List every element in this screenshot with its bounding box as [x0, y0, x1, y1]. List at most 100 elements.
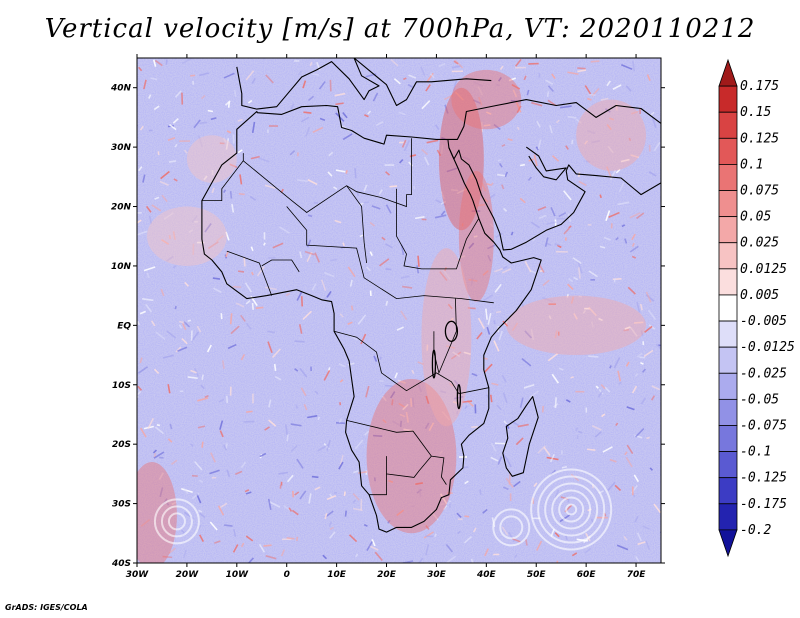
field-speck [453, 60, 459, 65]
field-speck [494, 442, 507, 445]
field-speck [265, 74, 274, 84]
field-speck [551, 373, 560, 384]
field-speck [646, 74, 651, 82]
field-speck [575, 427, 579, 432]
field-speck [426, 139, 439, 144]
field-speck [586, 129, 596, 134]
field-speck [174, 143, 178, 148]
field-speck [502, 392, 508, 404]
field-speck [628, 137, 632, 142]
field-speck [147, 417, 154, 430]
field-speck [160, 288, 165, 297]
field-speck [307, 214, 313, 218]
field-speck [267, 498, 272, 510]
field-speck [300, 387, 307, 397]
field-speck [365, 385, 370, 398]
field-speck [299, 251, 303, 259]
field-speck [356, 191, 360, 197]
country-border [226, 250, 273, 296]
field-speck [585, 160, 591, 163]
field-speck [577, 261, 583, 274]
coastlines [201, 58, 661, 533]
colorbar-label: 0.05 [740, 210, 771, 225]
field-speck [520, 163, 526, 167]
field-speck [313, 202, 319, 204]
field-speck [181, 338, 188, 345]
field-speck [227, 343, 237, 350]
field-speck [451, 189, 459, 192]
field-speck [263, 544, 272, 547]
field-speck [410, 398, 413, 407]
field-speck [326, 494, 337, 501]
field-speck [428, 422, 435, 432]
field-speck [183, 321, 191, 328]
field-speck [595, 385, 599, 389]
field-speck [450, 351, 462, 360]
field-speck [267, 257, 276, 259]
field-speck [416, 265, 420, 274]
field-speck [352, 493, 360, 501]
field-speck [494, 267, 503, 273]
field-speck [554, 489, 560, 499]
field-speck [181, 92, 184, 105]
field-speck [219, 430, 224, 438]
field-speck [642, 341, 645, 346]
field-speck [311, 283, 317, 291]
updraft-region [137, 462, 177, 563]
field-speck [339, 402, 342, 406]
field-speck [440, 144, 444, 154]
field-speck [159, 487, 164, 498]
field-speck [519, 397, 524, 408]
field-speck [183, 549, 187, 559]
field-speck [495, 232, 504, 239]
updraft-region [146, 206, 227, 266]
field-speck [607, 145, 614, 154]
field-speck [304, 250, 315, 256]
field-speck [425, 535, 434, 538]
field-speck [156, 424, 161, 427]
field-speck [565, 399, 571, 403]
field-speck [501, 526, 509, 536]
field-speck [251, 302, 254, 310]
field-speck [379, 379, 384, 383]
field-speck [597, 391, 603, 398]
field-speck [515, 437, 524, 446]
field-speck [577, 69, 587, 73]
europe-coastline [236, 58, 492, 110]
field-speck [285, 292, 291, 297]
field-speck [443, 94, 454, 101]
y-tick-label: 40N [110, 84, 132, 94]
field-speck [274, 375, 282, 381]
field-speck [599, 194, 602, 199]
field-speck [191, 474, 198, 477]
field-speck [624, 451, 628, 456]
field-speck [477, 203, 485, 207]
field-speck [566, 294, 569, 298]
updraft-region [458, 170, 494, 302]
field-speck [237, 118, 243, 122]
field-speck [342, 112, 348, 119]
field-speck [230, 325, 240, 335]
country-border [286, 206, 494, 304]
field-speck [575, 390, 585, 393]
field-speck [171, 501, 177, 506]
field-speck [306, 251, 313, 263]
colorbar-segment [718, 346, 738, 374]
field-speck [349, 279, 353, 287]
field-speck [385, 300, 389, 306]
field-speck [335, 102, 344, 106]
lake-outline [444, 320, 459, 342]
field-speck [538, 214, 547, 219]
field-speck [494, 283, 502, 293]
field-speck [204, 395, 209, 399]
swirl-ring [167, 512, 186, 531]
field-speck [483, 198, 489, 203]
field-speck [225, 231, 230, 241]
country-border [433, 298, 457, 375]
field-speck [434, 214, 447, 219]
field-speck [146, 272, 150, 279]
field-speck [187, 319, 192, 322]
field-speck [543, 446, 551, 456]
colorbar-label: -0.05 [740, 392, 779, 407]
field-speck [372, 92, 379, 102]
